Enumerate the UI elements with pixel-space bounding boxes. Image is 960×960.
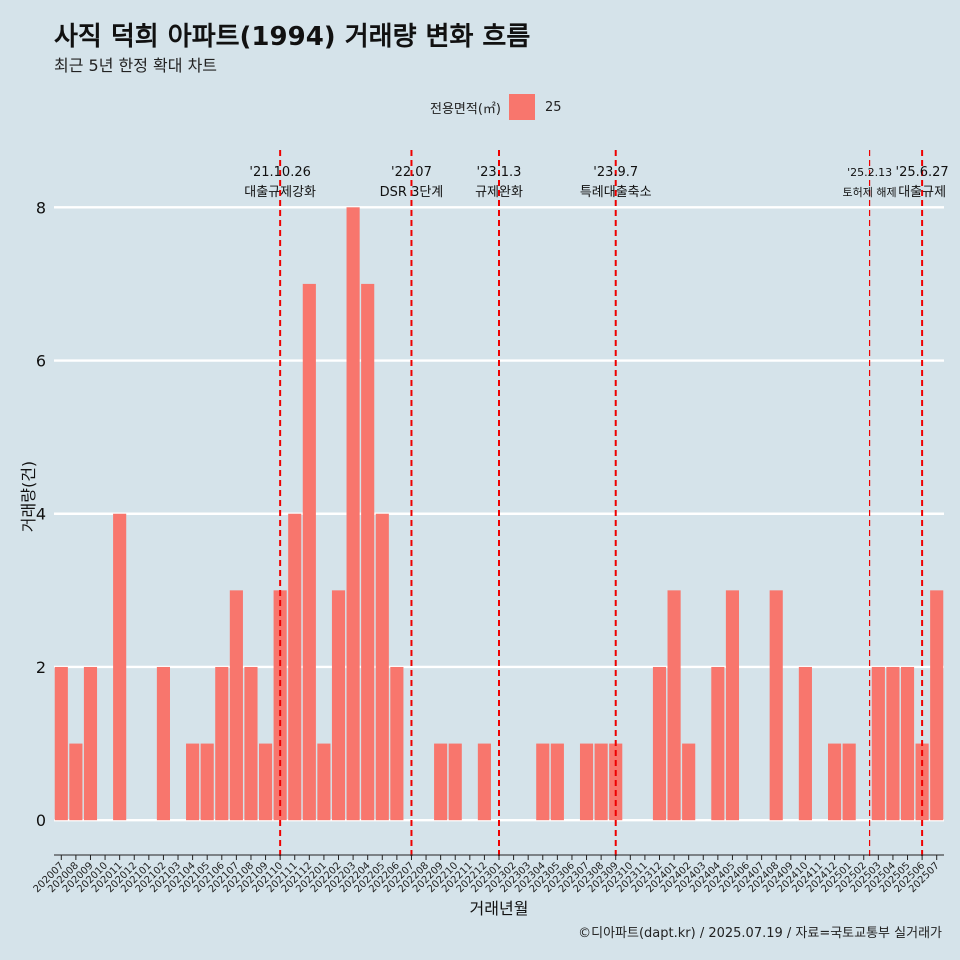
bar: [186, 743, 200, 821]
legend-title: 전용면적(㎡): [430, 101, 501, 117]
event-date-label: '22.07: [391, 165, 432, 180]
y-axis-title: 거래량(건): [19, 461, 38, 532]
bar: [361, 283, 375, 821]
bar: [769, 590, 783, 821]
bar: [886, 666, 900, 821]
chart-title: 사직 덕희 아파트(1994) 거래량 변화 흐름: [54, 22, 531, 52]
y-tick-label: 4: [36, 505, 46, 524]
bar: [375, 513, 389, 821]
bar: [682, 743, 696, 821]
bar: [69, 743, 83, 821]
chart-subtitle: 최근 5년 한정 확대 차트: [54, 56, 218, 75]
bar: [900, 666, 915, 821]
bar: [842, 743, 856, 821]
bar: [667, 590, 681, 821]
bar: [288, 513, 302, 821]
event-label: 토허제 해제: [843, 185, 897, 199]
event-label: 특례대출축소: [580, 185, 652, 200]
bar: [390, 666, 404, 821]
event-label: 대출규제강화: [244, 185, 316, 200]
bar: [302, 283, 316, 821]
bar: [871, 666, 885, 821]
bar: [536, 743, 550, 821]
event-date-label: '25.2.13: [847, 166, 892, 179]
bar: [215, 666, 229, 821]
bar: [229, 590, 243, 821]
bar: [200, 743, 214, 821]
legend-swatch: [508, 94, 535, 120]
bar: [711, 666, 725, 821]
bar: [54, 666, 68, 821]
bar: [652, 666, 667, 821]
bar: [317, 743, 331, 821]
bar: [930, 590, 944, 821]
bar: [331, 590, 346, 821]
event-label: 규제완화: [475, 185, 523, 200]
source-caption: ©디아파트(dapt.kr) / 2025.07.19 / 자료=국토교통부 실…: [578, 926, 942, 941]
y-tick-label: 0: [36, 811, 46, 830]
bar: [798, 666, 812, 821]
event-date-label: '23.9.7: [593, 165, 638, 180]
bar: [83, 666, 98, 821]
event-label: 대출규제: [898, 185, 946, 200]
bar: [113, 513, 127, 821]
bar: [594, 743, 608, 821]
event-date-label: '23.1.3: [477, 165, 522, 180]
bar: [828, 743, 842, 821]
y-tick-label: 2: [36, 658, 46, 677]
legend-item-label: 25: [544, 99, 562, 115]
legend: 전용면적(㎡) 25: [430, 94, 562, 120]
bar: [477, 743, 491, 821]
bar: [448, 743, 462, 821]
bar: [258, 743, 273, 821]
event-date-label: '21.10.26: [249, 165, 310, 180]
x-axis-title: 거래년월: [470, 899, 529, 918]
bar: [244, 666, 258, 821]
bar: [156, 666, 170, 821]
bar: [550, 743, 564, 821]
bar: [434, 743, 448, 821]
y-tick-label: 8: [36, 198, 46, 217]
bar: [346, 207, 360, 821]
bar: [725, 590, 740, 821]
bar: [579, 743, 594, 821]
event-date-label: '25.6.27: [896, 165, 949, 180]
event-label: DSR 3단계: [380, 185, 444, 200]
y-tick-label: 6: [36, 352, 46, 371]
